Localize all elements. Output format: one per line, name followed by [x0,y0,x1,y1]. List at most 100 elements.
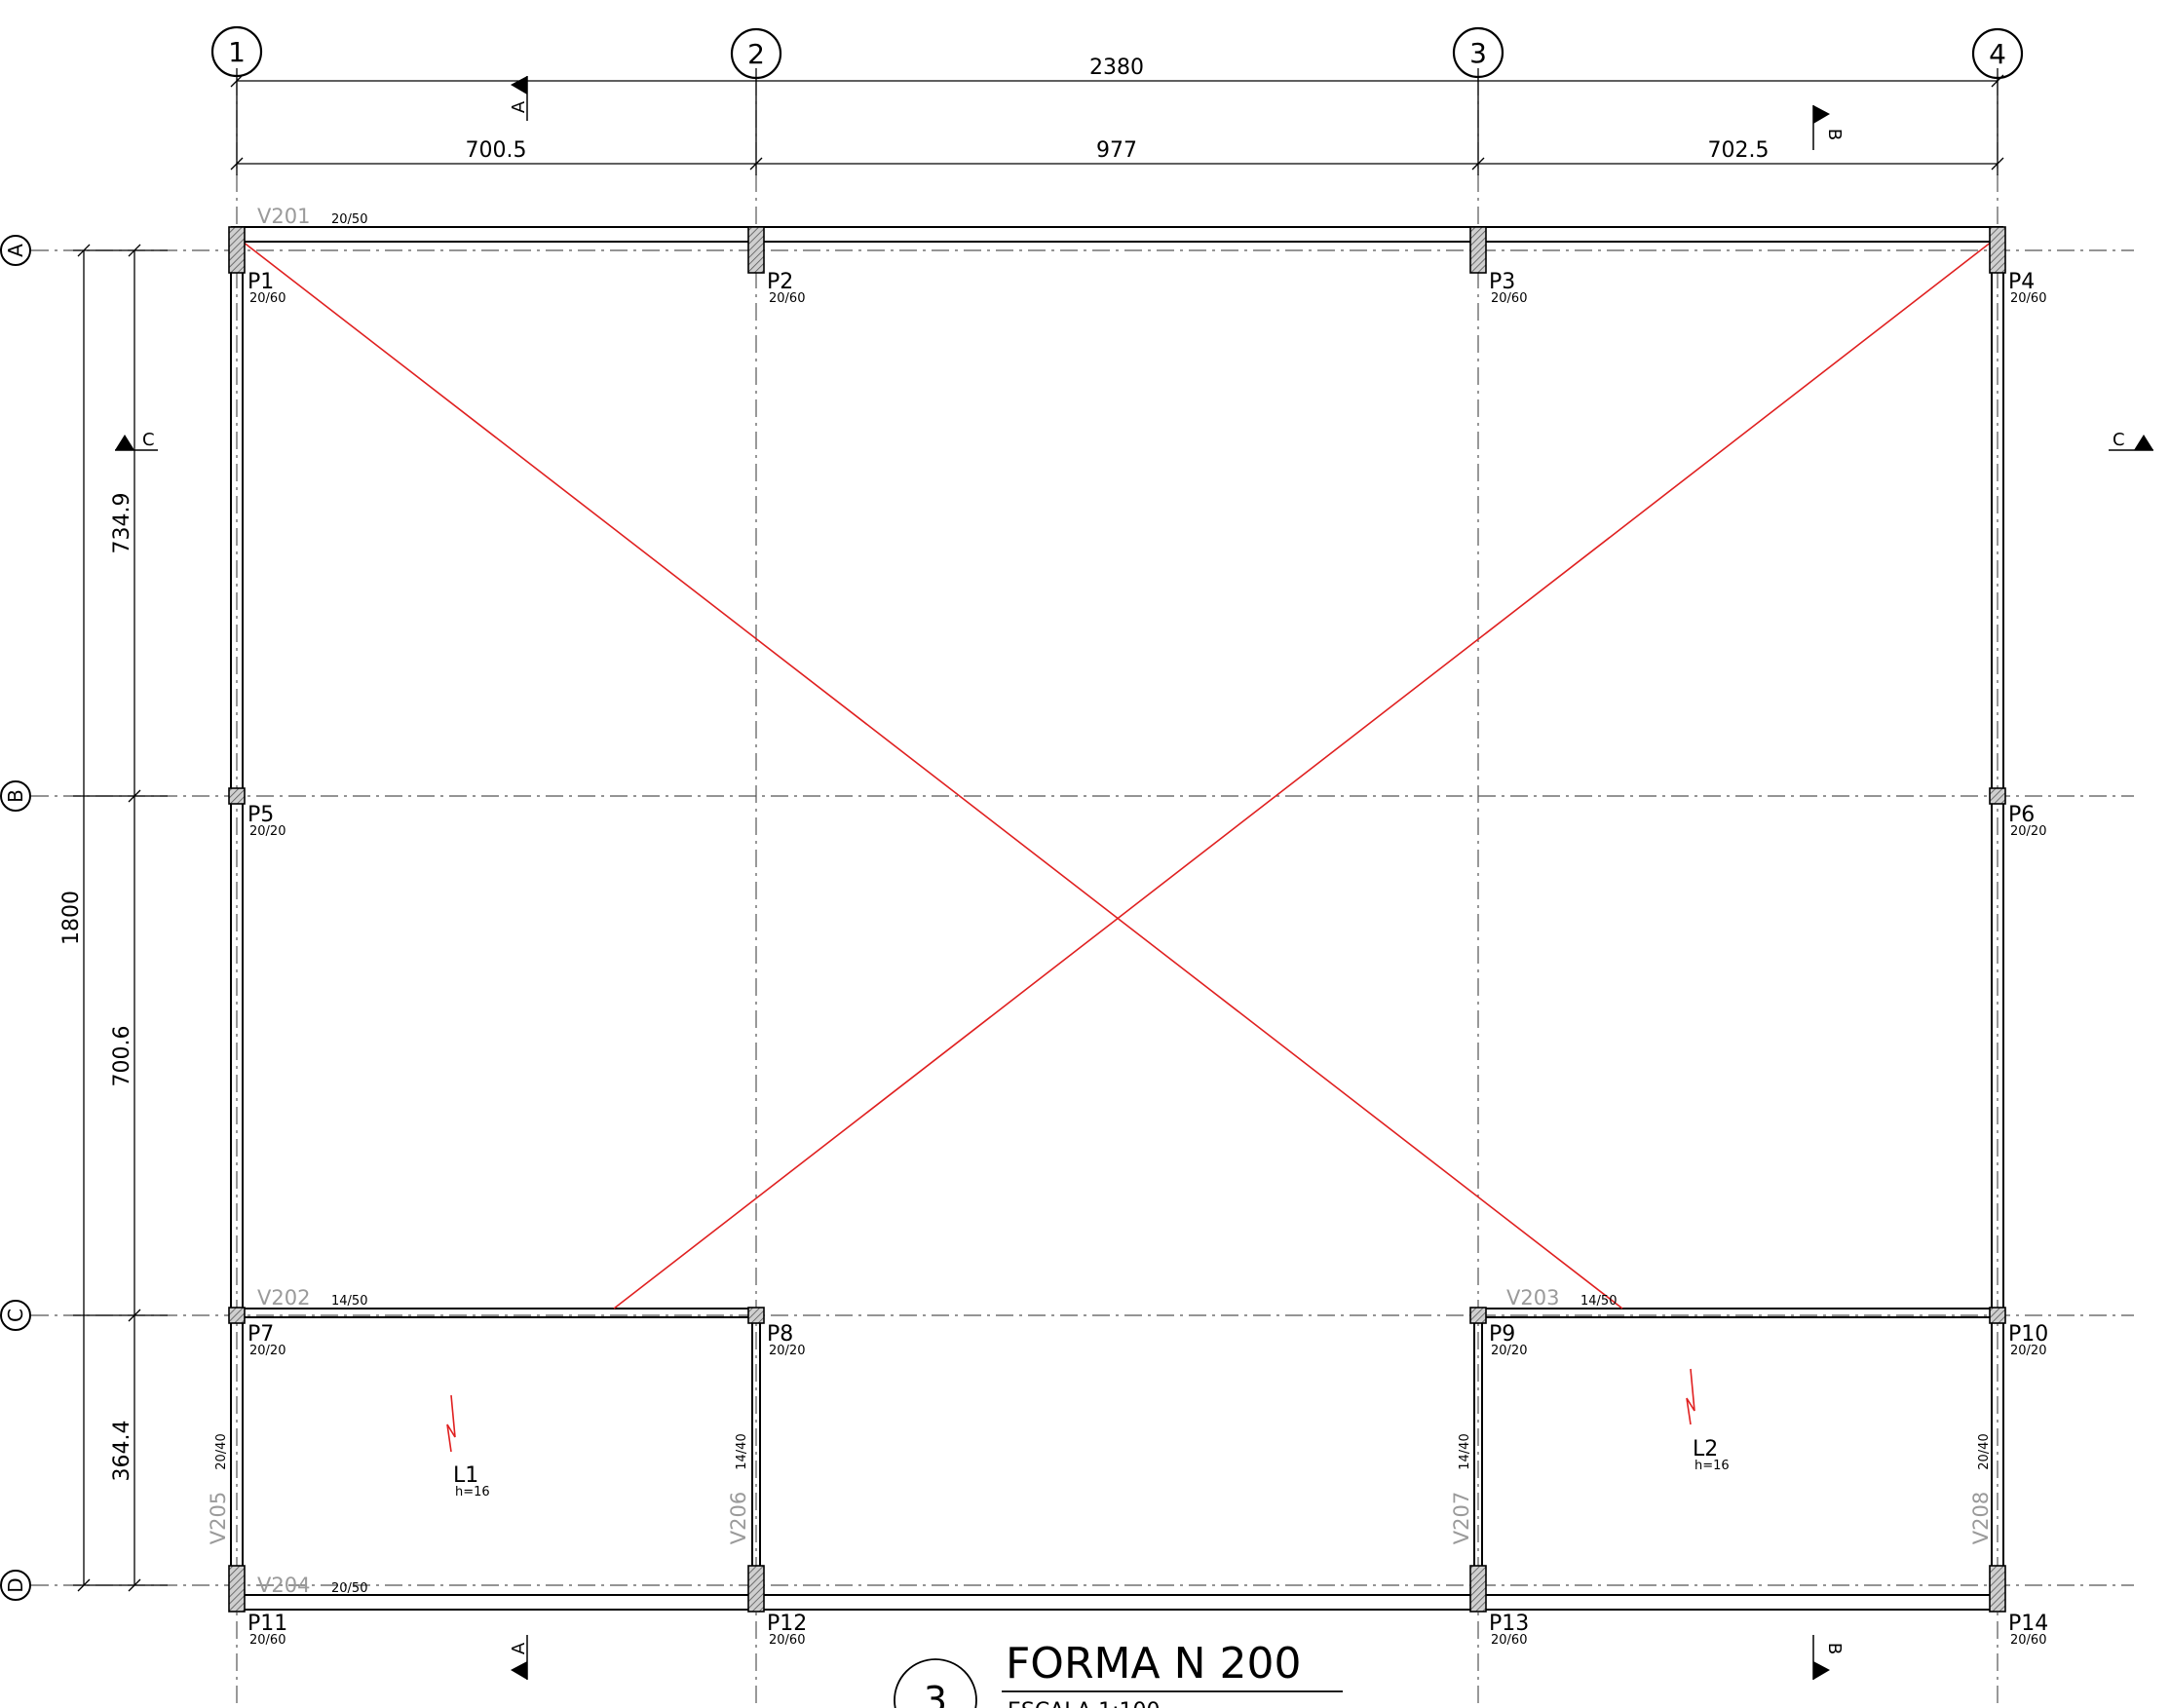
pillar-p5 [228,787,246,805]
slab-arrows [446,1368,1695,1453]
svg-text:20/50: 20/50 [331,1581,367,1596]
svg-text:P1: P1 [247,270,274,294]
svg-text:20/40: 20/40 [1977,1433,1992,1469]
svg-text:20/40: 20/40 [214,1433,229,1469]
slab-l2-arrow [1686,1368,1695,1425]
svg-text:P9: P9 [1489,1322,1515,1347]
svg-text:L1: L1 [453,1463,478,1488]
svg-text:L2: L2 [1693,1437,1718,1461]
grid-axes [31,78,2134,1708]
svg-text:14/50: 14/50 [1580,1294,1617,1309]
pillar-p3 [1469,226,1487,274]
grid-bubble-col-4: 4 [1971,27,2024,80]
dimensions [73,68,2004,1592]
dim-span-x-2: 977 [1096,138,1137,163]
beam-label-v203: V203 14/50 [1506,1286,1617,1309]
svg-text:20/20: 20/20 [249,824,286,839]
svg-text:20/20: 20/20 [1491,1344,1527,1358]
grid-bubble-row-b: B [0,780,31,812]
grid-bubble-row-a: A [0,235,31,266]
svg-text:20/20: 20/20 [2010,824,2046,839]
svg-text:20/50: 20/50 [331,212,367,227]
section-mark-a-bottom: A [509,1635,529,1680]
svg-text:20/60: 20/60 [769,1633,805,1648]
svg-text:20/60: 20/60 [2010,291,2046,306]
section-markers: A A B B C C [115,76,2153,1680]
grid-bubble-col-1: 1 [210,25,263,78]
svg-text:P5: P5 [247,803,274,827]
pillar-p2 [747,226,765,274]
svg-text:h=16: h=16 [1694,1459,1730,1473]
svg-text:14/40: 14/40 [1458,1433,1472,1469]
svg-text:20/20: 20/20 [769,1344,805,1358]
pillar-p7 [228,1307,246,1324]
grid-label-col-1: 1 [228,36,246,68]
svg-text:P6: P6 [2008,803,2035,827]
svg-text:C: C [2113,430,2125,450]
svg-text:20/60: 20/60 [769,291,805,306]
svg-text:V207: V207 [1450,1492,1473,1544]
svg-text:P10: P10 [2008,1322,2048,1347]
section-mark-c-left: C [115,430,158,451]
pillar-p10 [1989,1307,2006,1324]
grid-label-row-d: D [4,1577,27,1592]
grid-label-row-b: B [4,789,27,803]
slab-labels: L1h=16 L2h=16 [453,1437,1730,1499]
svg-text:P7: P7 [247,1322,274,1347]
slab-l1-arrow [446,1394,456,1453]
svg-text:V201: V201 [257,205,310,228]
grid-label-row-a: A [4,244,27,257]
svg-text:A: A [509,100,529,113]
drawing-scale: ESCALA 1:100 [1008,1699,1160,1708]
svg-text:20/20: 20/20 [249,1344,286,1358]
svg-text:V208: V208 [1969,1492,1993,1544]
svg-text:P14: P14 [2008,1612,2048,1636]
dim-span-x-3: 702.5 [1708,138,1770,163]
svg-text:V205: V205 [207,1492,230,1544]
dim-overall-width: 2380 [1089,56,1144,80]
dim-span-x-1: 700.5 [466,138,527,163]
svg-text:B: B [1824,129,1845,140]
svg-text:20/60: 20/60 [1491,291,1527,306]
dim-span-y-2: 700.6 [110,1026,134,1087]
svg-text:P11: P11 [247,1612,287,1636]
svg-text:V204: V204 [257,1574,310,1597]
pillar-p13 [1469,1565,1487,1613]
pillar-p14 [1989,1565,2006,1613]
svg-text:20/20: 20/20 [2010,1344,2046,1358]
pillar-p8 [747,1307,765,1324]
beams [230,226,2004,1611]
beam-label-v205: V205 20/40 [207,1433,230,1544]
beam-label-v208: V208 20/40 [1969,1433,1993,1544]
slab-label-l1: L1h=16 [453,1463,490,1499]
svg-text:V202: V202 [257,1286,310,1309]
svg-text:20/60: 20/60 [1491,1633,1527,1648]
pillar-p11 [228,1565,246,1613]
grid-bubble-row-c: C [0,1300,31,1331]
svg-text:V203: V203 [1506,1286,1559,1309]
svg-text:20/60: 20/60 [249,1633,286,1648]
dim-overall-height: 1800 [59,891,84,945]
drawing-title: FORMA N 200 [1006,1639,1301,1689]
svg-text:P12: P12 [767,1612,807,1636]
svg-text:20/60: 20/60 [2010,1633,2046,1648]
beam-label-v201: V201 20/50 [257,205,367,228]
dim-span-y-1: 734.9 [110,493,134,554]
svg-text:P2: P2 [767,270,793,294]
svg-text:P3: P3 [1489,270,1515,294]
title-block: 3 FORMA N 200 ESCALA 1:100 [894,1639,1343,1708]
pillar-p12 [747,1565,765,1613]
